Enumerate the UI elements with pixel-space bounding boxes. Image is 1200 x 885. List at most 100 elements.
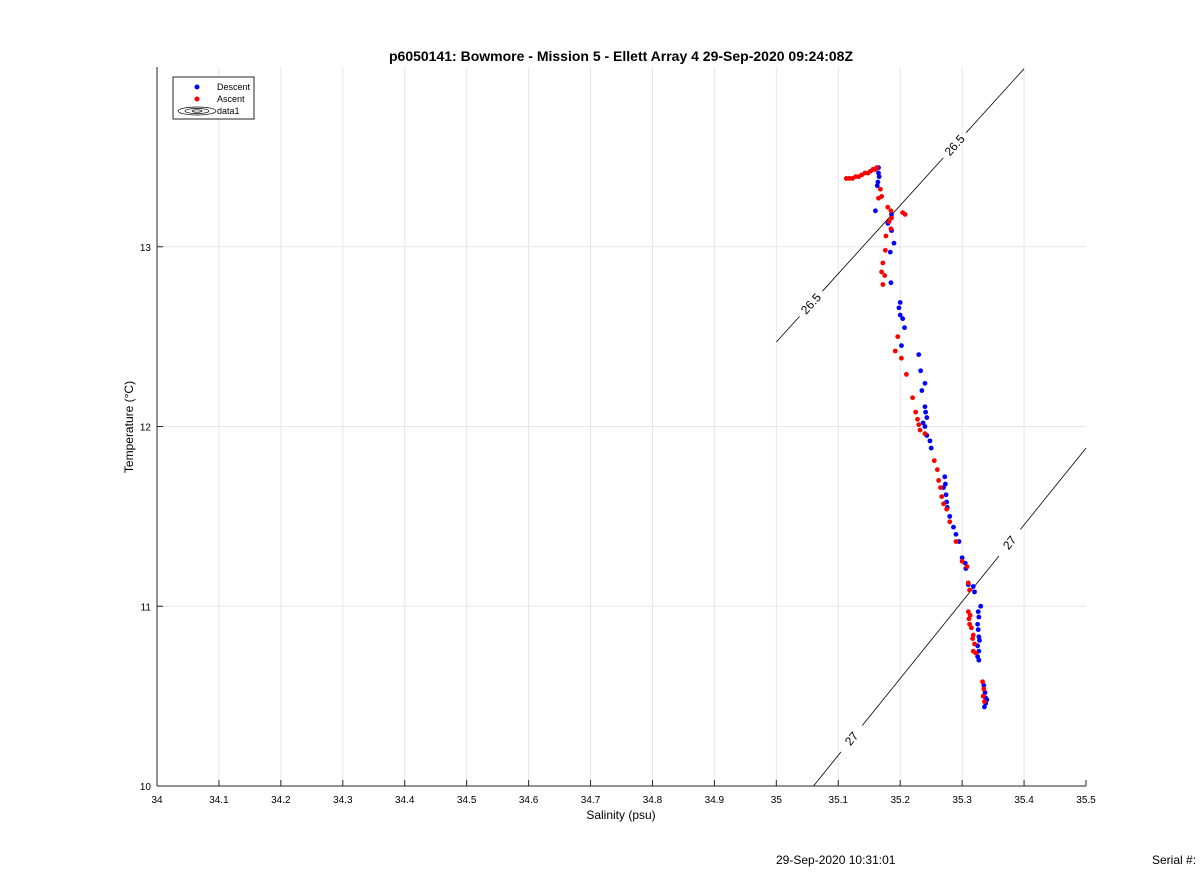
ascent-point [882,247,888,253]
y-axis-label: Temperature (°C) [122,381,136,473]
y-tick-label: 10 [140,782,152,793]
x-tick-label: 34.7 [581,795,601,806]
ascent-point [899,355,904,361]
ascent-point [885,204,891,210]
x-tick-label: 35 [771,795,783,806]
descent-point [947,513,953,519]
ascent-point [936,478,941,483]
print-timestamp: 29-Sep-2020 10:31:01 [776,853,896,867]
ascent-point [934,467,940,473]
x-tick-label: 34.4 [395,795,415,806]
descent-point [874,183,880,189]
ascent-point [876,195,881,201]
descent-point [889,211,894,217]
ascent-point [888,226,894,232]
descent-point [976,614,982,620]
descent-point [896,305,902,311]
descent-point [897,312,903,318]
legend-ascent-marker [194,96,200,102]
x-tick-label: 35.3 [952,795,972,806]
x-tick-label: 34.2 [271,795,291,806]
x-tick-label: 34.5 [457,795,477,806]
ascent-point [973,650,979,656]
legend-contour-icon [177,106,217,116]
ascent-point [969,625,974,631]
ascent-point [953,539,959,544]
chart-title: p6050141: Bowmore - Mission 5 - Ellett A… [389,48,853,64]
x-tick-label: 35.2 [890,795,910,806]
descent-point [976,657,982,663]
y-tick-label: 12 [140,423,152,434]
descent-point [975,627,981,633]
descent-point [943,481,948,487]
descent-point [972,589,977,595]
ascent-point [902,211,908,217]
ascent-point [879,269,885,275]
descent-point [918,368,924,374]
legend-data1-label: data1 [217,106,240,116]
descent-point [975,621,981,627]
descent-point [922,380,928,386]
descent-point [920,420,926,426]
ascent-point [980,693,986,699]
descent-point [922,404,928,410]
ascent-point [895,334,901,340]
descent-point [887,249,893,255]
x-tick-label: 34.8 [643,795,663,806]
x-tick-label: 34.1 [209,795,229,806]
descent-point [951,524,956,530]
descent-point [891,240,897,246]
x-tick-label: 34 [151,795,163,806]
descent-point [922,424,928,429]
contour-line [776,316,800,343]
ascent-point [916,422,922,428]
contour-line [813,751,842,787]
descent-point [978,603,984,609]
x-tick-label: 34.3 [333,795,353,806]
x-tick-label: 34.9 [705,795,725,806]
legend-descent-marker [194,84,200,90]
legend-box [172,76,255,120]
ascent-point [888,208,894,214]
ascent-point [917,427,923,433]
ascent-point [882,273,888,278]
descent-point [902,325,907,331]
ascent-point [970,632,976,638]
ascent-point [967,621,972,627]
descent-point [876,174,882,180]
ascent-point [972,641,977,647]
descent-point [976,634,982,640]
x-tick-label: 35.5 [1076,795,1096,806]
descent-point [900,316,906,322]
descent-point [888,280,894,286]
contour-line [1020,447,1087,530]
descent-point [942,474,948,480]
x-tick-label: 35.4 [1014,795,1034,806]
descent-point [873,208,878,214]
ascent-point [947,519,953,525]
ascent-point [966,616,972,622]
ascent-point [910,395,915,401]
ascent-point [886,219,892,224]
contour-line [862,555,1000,726]
descent-point [943,492,949,498]
ascent-point [880,260,886,266]
ascent-point [980,679,985,685]
ascent-point [874,165,880,171]
ascent-point [889,215,894,221]
descent-point [919,388,925,393]
y-tick-label: 11 [141,602,152,613]
grid-lines [157,67,1086,786]
descent-point [923,409,928,415]
legend: Descent Ascent data1 [172,76,255,120]
descent-point [953,531,959,537]
contour-line [822,157,944,292]
ascent-point [944,506,950,512]
x-axis-label: Salinity (psu) [586,808,655,822]
ascent-point [915,416,920,422]
ascent-point [959,558,965,564]
ascent-point [880,282,886,287]
descent-point [876,170,881,176]
ascent-point [939,494,945,500]
